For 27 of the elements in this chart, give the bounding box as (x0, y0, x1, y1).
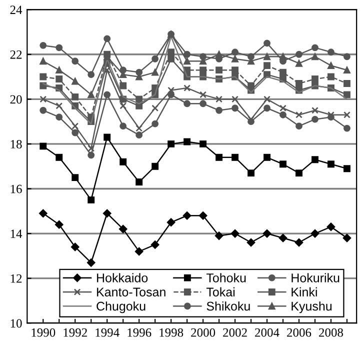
x-tick-label: 2008 (319, 328, 344, 337)
y-tick-label: 22 (10, 50, 22, 59)
x-tick-label: 1992 (64, 328, 87, 337)
y-tick-label: 10 (10, 319, 22, 328)
legend-label: Kyushu (292, 301, 332, 314)
legend-label: Hokuriku (292, 273, 340, 282)
y-tick-label: 14 (10, 230, 22, 238)
x-tick-label: 2002 (223, 328, 247, 337)
x-tick-label: 2004 (255, 328, 280, 337)
legend-label: Kinki (292, 287, 317, 296)
legend-label: Chugoku (96, 301, 146, 314)
legend-label: Tokai (206, 287, 235, 296)
y-tick-label: 24 (10, 6, 22, 14)
y-tick-label: 12 (10, 274, 22, 283)
y-tick-label: 20 (10, 95, 22, 104)
y-tick-label: 18 (10, 140, 22, 148)
x-tick-label: 1996 (128, 328, 152, 337)
legend-label: Shikoku (206, 301, 250, 311)
x-tick-label: 1990 (32, 328, 56, 337)
y-tick-label: 16 (10, 184, 22, 194)
legend-label: Hokkaido (97, 273, 148, 282)
x-tick-label: 2000 (191, 328, 216, 337)
x-tick-label: 1994 (96, 328, 120, 337)
legend-label: Kanto-Tosan (97, 288, 166, 296)
x-tick-label: 2006 (287, 328, 312, 337)
legend-label: Tohoku (206, 273, 246, 282)
x-tick-label: 1998 (160, 328, 184, 337)
